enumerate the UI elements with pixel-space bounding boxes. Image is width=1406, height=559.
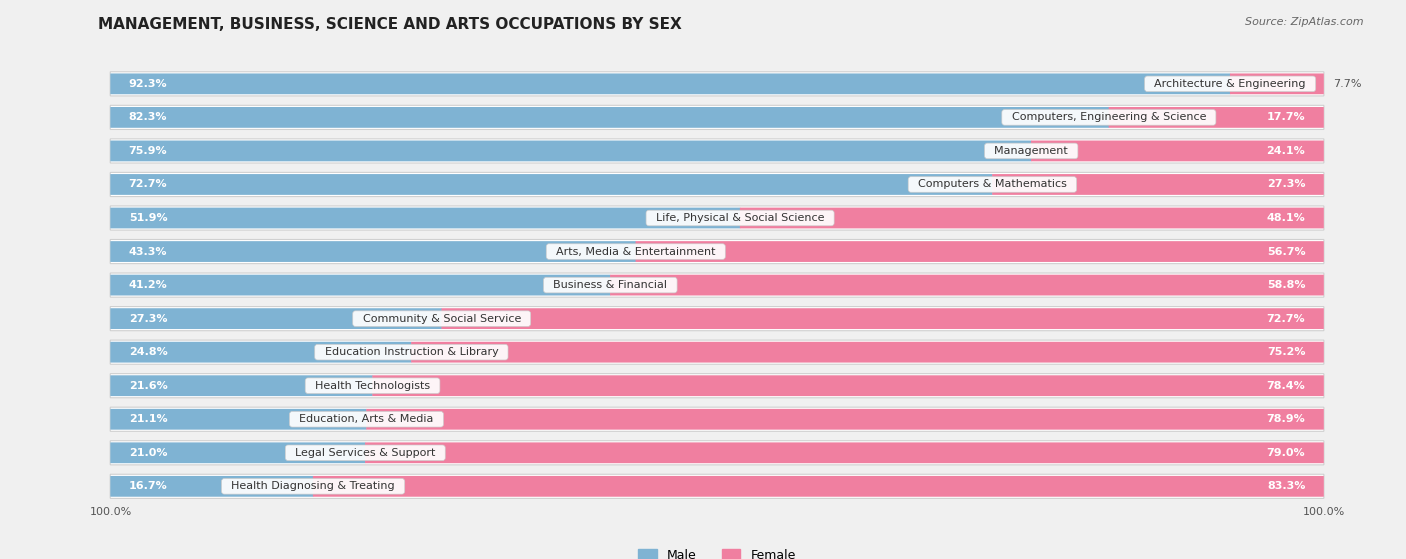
Text: 24.8%: 24.8% bbox=[129, 347, 167, 357]
Text: 17.7%: 17.7% bbox=[1267, 112, 1305, 122]
Text: Arts, Media & Entertainment: Arts, Media & Entertainment bbox=[548, 247, 723, 257]
FancyBboxPatch shape bbox=[110, 140, 1032, 162]
Text: 75.2%: 75.2% bbox=[1267, 347, 1305, 357]
Text: 24.1%: 24.1% bbox=[1267, 146, 1305, 156]
Text: 83.3%: 83.3% bbox=[1267, 481, 1305, 491]
FancyBboxPatch shape bbox=[314, 476, 1324, 497]
FancyBboxPatch shape bbox=[110, 474, 1324, 499]
FancyBboxPatch shape bbox=[110, 273, 1324, 297]
Text: 48.1%: 48.1% bbox=[1267, 213, 1305, 223]
FancyBboxPatch shape bbox=[110, 207, 741, 229]
FancyBboxPatch shape bbox=[1108, 107, 1324, 128]
Text: 21.0%: 21.0% bbox=[129, 448, 167, 458]
FancyBboxPatch shape bbox=[411, 342, 1324, 363]
Text: Architecture & Engineering: Architecture & Engineering bbox=[1147, 79, 1313, 89]
FancyBboxPatch shape bbox=[1230, 73, 1324, 94]
FancyBboxPatch shape bbox=[110, 239, 1324, 264]
Text: 82.3%: 82.3% bbox=[129, 112, 167, 122]
FancyBboxPatch shape bbox=[110, 476, 314, 497]
FancyBboxPatch shape bbox=[110, 342, 412, 363]
FancyBboxPatch shape bbox=[636, 241, 1324, 262]
Text: 27.3%: 27.3% bbox=[129, 314, 167, 324]
Text: 21.6%: 21.6% bbox=[129, 381, 167, 391]
FancyBboxPatch shape bbox=[110, 407, 1324, 432]
Text: Source: ZipAtlas.com: Source: ZipAtlas.com bbox=[1246, 17, 1364, 27]
FancyBboxPatch shape bbox=[110, 105, 1324, 130]
Text: 41.2%: 41.2% bbox=[129, 280, 167, 290]
Text: 92.3%: 92.3% bbox=[129, 79, 167, 89]
Text: Health Diagnosing & Treating: Health Diagnosing & Treating bbox=[225, 481, 402, 491]
Text: 58.8%: 58.8% bbox=[1267, 280, 1305, 290]
FancyBboxPatch shape bbox=[110, 107, 1109, 128]
Text: 56.7%: 56.7% bbox=[1267, 247, 1305, 257]
FancyBboxPatch shape bbox=[610, 274, 1324, 296]
Text: 78.4%: 78.4% bbox=[1267, 381, 1305, 391]
FancyBboxPatch shape bbox=[993, 174, 1324, 195]
Text: 78.9%: 78.9% bbox=[1267, 414, 1305, 424]
Text: 21.1%: 21.1% bbox=[129, 414, 167, 424]
FancyBboxPatch shape bbox=[110, 174, 993, 195]
Text: 75.9%: 75.9% bbox=[129, 146, 167, 156]
Text: 16.7%: 16.7% bbox=[129, 481, 167, 491]
Legend: Male, Female: Male, Female bbox=[633, 544, 801, 559]
Text: Legal Services & Support: Legal Services & Support bbox=[288, 448, 443, 458]
FancyBboxPatch shape bbox=[110, 409, 367, 430]
Text: 27.3%: 27.3% bbox=[1267, 179, 1305, 190]
Text: Life, Physical & Social Science: Life, Physical & Social Science bbox=[648, 213, 831, 223]
FancyBboxPatch shape bbox=[110, 373, 1324, 398]
Text: MANAGEMENT, BUSINESS, SCIENCE AND ARTS OCCUPATIONS BY SEX: MANAGEMENT, BUSINESS, SCIENCE AND ARTS O… bbox=[98, 17, 682, 32]
FancyBboxPatch shape bbox=[110, 73, 1230, 94]
FancyBboxPatch shape bbox=[110, 139, 1324, 163]
FancyBboxPatch shape bbox=[110, 440, 1324, 465]
Text: Education, Arts & Media: Education, Arts & Media bbox=[292, 414, 440, 424]
Text: 7.7%: 7.7% bbox=[1333, 79, 1362, 89]
FancyBboxPatch shape bbox=[110, 375, 373, 396]
Text: Computers & Mathematics: Computers & Mathematics bbox=[911, 179, 1074, 190]
Text: Health Technologists: Health Technologists bbox=[308, 381, 437, 391]
Text: 72.7%: 72.7% bbox=[129, 179, 167, 190]
FancyBboxPatch shape bbox=[110, 206, 1324, 230]
FancyBboxPatch shape bbox=[110, 72, 1324, 96]
Text: Business & Financial: Business & Financial bbox=[547, 280, 675, 290]
FancyBboxPatch shape bbox=[110, 308, 441, 329]
FancyBboxPatch shape bbox=[1031, 140, 1324, 162]
Text: Education Instruction & Library: Education Instruction & Library bbox=[318, 347, 505, 357]
Text: Community & Social Service: Community & Social Service bbox=[356, 314, 527, 324]
FancyBboxPatch shape bbox=[110, 274, 610, 296]
FancyBboxPatch shape bbox=[110, 306, 1324, 331]
FancyBboxPatch shape bbox=[373, 375, 1324, 396]
Text: 79.0%: 79.0% bbox=[1267, 448, 1305, 458]
FancyBboxPatch shape bbox=[110, 442, 366, 463]
FancyBboxPatch shape bbox=[366, 409, 1324, 430]
Text: Computers, Engineering & Science: Computers, Engineering & Science bbox=[1005, 112, 1213, 122]
FancyBboxPatch shape bbox=[110, 241, 636, 262]
FancyBboxPatch shape bbox=[110, 172, 1324, 197]
Text: 43.3%: 43.3% bbox=[129, 247, 167, 257]
FancyBboxPatch shape bbox=[441, 308, 1324, 329]
FancyBboxPatch shape bbox=[110, 340, 1324, 364]
FancyBboxPatch shape bbox=[366, 442, 1324, 463]
FancyBboxPatch shape bbox=[740, 207, 1324, 229]
Text: 51.9%: 51.9% bbox=[129, 213, 167, 223]
Text: 72.7%: 72.7% bbox=[1267, 314, 1305, 324]
Text: Management: Management bbox=[987, 146, 1076, 156]
